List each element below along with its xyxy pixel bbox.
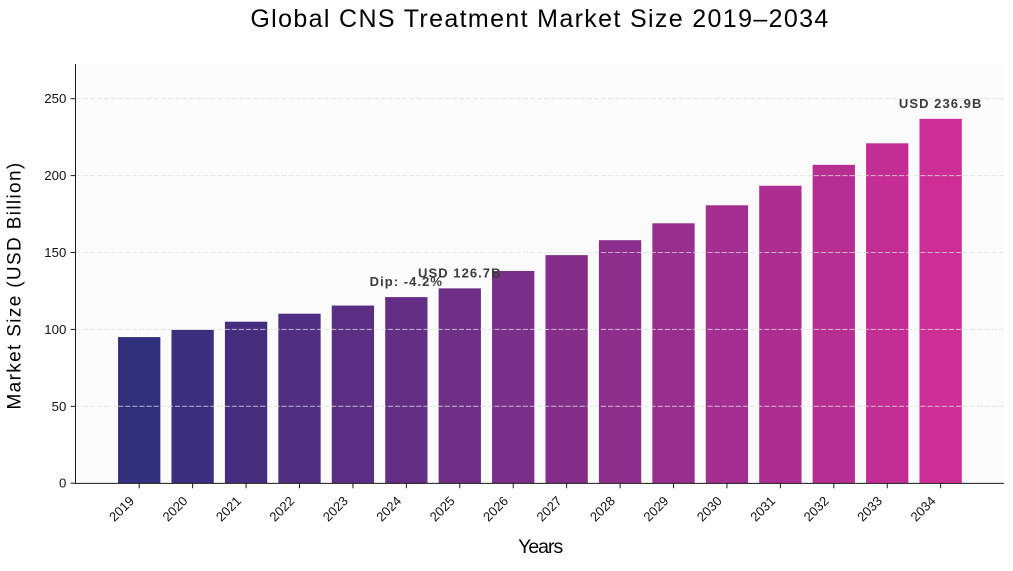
svg-text:250: 250 bbox=[44, 91, 66, 106]
svg-text:Global CNS Treatment Market Si: Global CNS Treatment Market Size 2019–20… bbox=[250, 5, 829, 33]
svg-text:200: 200 bbox=[44, 168, 66, 183]
svg-text:USD 126.7B: USD 126.7B bbox=[418, 265, 501, 280]
svg-text:0: 0 bbox=[59, 476, 66, 491]
svg-text:Market Size (USD Billion): Market Size (USD Billion) bbox=[5, 161, 26, 409]
svg-text:100: 100 bbox=[44, 322, 66, 337]
svg-text:Dip: -4.2%: Dip: -4.2% bbox=[370, 274, 443, 289]
svg-text:USD 236.9B: USD 236.9B bbox=[899, 96, 982, 111]
svg-text:Years: Years bbox=[518, 536, 563, 558]
svg-text:150: 150 bbox=[44, 245, 66, 260]
svg-text:50: 50 bbox=[52, 399, 67, 414]
